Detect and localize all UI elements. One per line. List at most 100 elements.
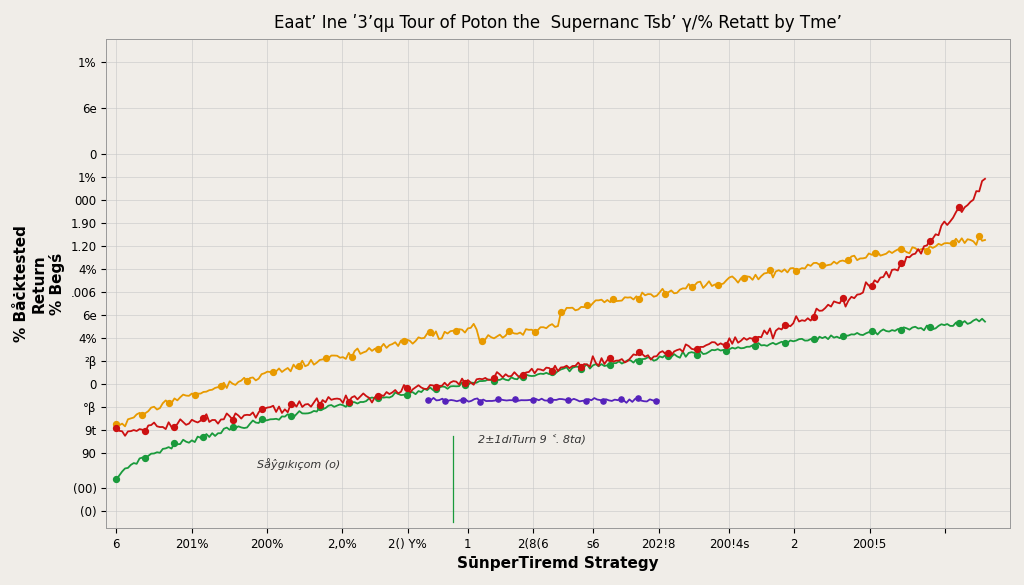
Point	[806, 335, 822, 344]
Point	[748, 341, 764, 350]
Point	[437, 396, 454, 405]
Point	[109, 475, 125, 484]
Point	[605, 294, 622, 304]
Point	[950, 318, 967, 328]
Point	[134, 410, 151, 419]
Point	[109, 419, 125, 429]
Point	[543, 395, 559, 405]
Point	[788, 266, 805, 276]
Point	[806, 312, 822, 321]
Point	[814, 260, 830, 269]
Point	[489, 394, 506, 404]
Point	[398, 383, 415, 393]
Point	[657, 289, 674, 298]
Point	[370, 344, 386, 353]
Point	[922, 236, 938, 245]
Point	[776, 338, 793, 347]
Point	[919, 246, 935, 256]
Point	[283, 411, 299, 421]
Point	[660, 351, 677, 360]
Point	[631, 347, 647, 356]
Point	[161, 398, 177, 407]
Point	[428, 383, 444, 392]
Point	[922, 323, 938, 332]
Point	[253, 404, 269, 414]
Point	[196, 433, 212, 442]
Point	[893, 325, 909, 334]
Point	[893, 245, 909, 254]
Point	[762, 265, 778, 274]
Point	[420, 395, 436, 404]
Point	[196, 413, 212, 422]
Point	[515, 372, 531, 381]
Point	[595, 396, 611, 405]
Point	[841, 256, 857, 265]
Text: 2±1dıTurn 9 ˂. 8tɑ): 2±1dıTurn 9 ˂. 8tɑ)	[478, 435, 586, 446]
Point	[631, 294, 647, 304]
Point	[213, 381, 229, 391]
Point	[311, 402, 328, 412]
Point	[602, 360, 618, 370]
Point	[166, 422, 182, 432]
Point	[457, 380, 473, 390]
Point	[524, 395, 541, 405]
Point	[457, 378, 473, 388]
Point	[689, 344, 706, 353]
Y-axis label: % Båċktested
Return
% Begś: % Båċktested Return % Begś	[14, 225, 65, 342]
Point	[343, 353, 359, 362]
Point	[341, 398, 357, 408]
Point	[544, 366, 560, 376]
Point	[631, 356, 647, 366]
Point	[630, 394, 646, 403]
Point	[455, 396, 471, 405]
Point	[553, 308, 569, 317]
Point	[602, 353, 618, 363]
Point	[485, 373, 502, 383]
Point	[291, 362, 307, 371]
Point	[863, 281, 880, 290]
Point	[341, 397, 357, 407]
Point	[398, 390, 415, 400]
Point	[317, 354, 334, 363]
Point	[311, 401, 328, 410]
Point	[544, 367, 560, 376]
Point	[945, 238, 962, 247]
Point	[573, 362, 590, 371]
Point	[224, 423, 241, 432]
Point	[971, 231, 987, 240]
Point	[578, 396, 594, 405]
Point	[474, 336, 490, 345]
Point	[560, 396, 577, 405]
X-axis label: SūnperTiremd Strategy: SūnperTiremd Strategy	[458, 556, 659, 571]
Point	[166, 439, 182, 448]
Point	[253, 414, 269, 424]
Point	[776, 320, 793, 329]
Point	[137, 453, 154, 463]
Point	[748, 334, 764, 343]
Point	[866, 249, 883, 258]
Point	[647, 396, 664, 405]
Point	[950, 203, 967, 212]
Point	[515, 371, 531, 380]
Point	[835, 293, 851, 302]
Point	[718, 346, 734, 356]
Point	[265, 367, 282, 376]
Point	[718, 340, 734, 350]
Point	[735, 274, 752, 283]
Point	[526, 328, 543, 337]
Point	[579, 301, 595, 310]
Text: Såŷɡıkıçom (o): Såŷɡıkıçom (o)	[257, 458, 340, 470]
Point	[485, 376, 502, 386]
Point	[893, 258, 909, 267]
Point	[449, 326, 465, 336]
Point	[507, 395, 523, 404]
Point	[283, 400, 299, 409]
Point	[239, 377, 255, 386]
Point	[472, 397, 488, 406]
Point	[422, 328, 438, 337]
Point	[428, 384, 444, 394]
Point	[224, 415, 241, 424]
Point	[612, 394, 629, 404]
Point	[370, 391, 386, 401]
Point	[186, 391, 203, 400]
